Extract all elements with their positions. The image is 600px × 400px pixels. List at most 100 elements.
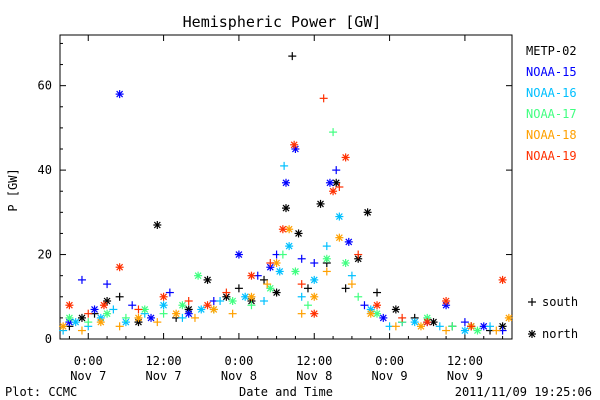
x-tick-date: Nov 8 [221, 369, 257, 383]
x-tick-date: Nov 7 [146, 369, 182, 383]
data-point [442, 297, 451, 305]
data-point [247, 271, 256, 280]
data-point [99, 301, 108, 310]
data-point [316, 199, 325, 208]
data-point [109, 305, 118, 314]
data-point [121, 313, 130, 322]
data-point [291, 267, 300, 276]
data-point [71, 318, 80, 327]
data-point [410, 318, 419, 327]
data-point [222, 288, 231, 297]
data-point [332, 166, 341, 175]
data-point [303, 284, 312, 293]
plot-source: Plot: CCMC [5, 385, 77, 399]
data-point [275, 267, 284, 276]
marker-legend-label: south [542, 295, 578, 309]
data-point [190, 313, 199, 322]
data-point [329, 128, 338, 137]
data-point [159, 309, 168, 318]
x-tick-date: Nov 8 [296, 369, 332, 383]
data-point [278, 225, 287, 234]
plot-timestamp: 2011/11/09 19:25:06 [455, 385, 592, 399]
data-point [282, 178, 290, 187]
marker-legend-symbol [528, 330, 536, 338]
data-point [354, 292, 363, 301]
x-tick-date: Nov 9 [447, 369, 483, 383]
data-point [416, 322, 425, 331]
data-point [282, 204, 290, 213]
data-point [442, 326, 451, 335]
legend-entry: NOAA-15 [526, 65, 577, 79]
x-axis-label: Date and Time [239, 385, 333, 399]
data-point [228, 297, 237, 305]
data-point [322, 254, 331, 263]
chart-title: Hemispheric Power [GW] [183, 13, 382, 31]
legend-entry: METP-02 [526, 44, 577, 58]
data-point [297, 254, 306, 263]
legend-entry: NOAA-19 [526, 149, 577, 163]
marker-legend-symbol [528, 298, 536, 306]
data-point [203, 275, 212, 284]
data-point [128, 301, 137, 310]
data-point [272, 288, 281, 297]
data-point [216, 297, 225, 305]
y-tick-label: 60 [38, 79, 52, 93]
data-point [134, 313, 143, 322]
data-point [153, 221, 162, 229]
data-point [492, 326, 501, 335]
data-point [288, 52, 297, 61]
data-point [391, 305, 400, 314]
data-point [347, 280, 356, 289]
data-point [165, 288, 174, 297]
x-tick-time: 0:00 [375, 354, 404, 368]
data-point [184, 309, 193, 318]
data-point [115, 322, 124, 331]
data-point [266, 259, 275, 267]
data-point [363, 208, 372, 217]
marker-legend-label: north [542, 327, 578, 341]
data-point [335, 233, 344, 242]
data-point [77, 275, 86, 284]
y-axis: 0 20 40 60 [38, 42, 512, 346]
data-point [398, 313, 407, 322]
y-tick-label: 40 [38, 163, 52, 177]
data-point [310, 259, 319, 267]
data-point [297, 292, 306, 301]
data-point [460, 326, 469, 335]
x-tick-date: Nov 9 [372, 369, 408, 383]
data-points [59, 52, 513, 335]
data-point [460, 318, 469, 327]
data-point [354, 250, 363, 259]
data-point [354, 254, 363, 263]
data-point [373, 288, 382, 297]
data-point [303, 301, 312, 310]
data-point [96, 318, 105, 327]
data-point [59, 322, 68, 331]
data-point [115, 90, 124, 99]
data-point [310, 292, 319, 301]
data-point [234, 284, 243, 293]
data-point [504, 313, 513, 322]
data-point [178, 301, 187, 310]
data-point [77, 326, 86, 335]
data-point [310, 309, 319, 318]
data-point [260, 275, 269, 284]
data-point [486, 322, 495, 331]
y-tick-label: 0 [45, 332, 52, 346]
data-point [322, 267, 331, 276]
x-tick-time: 12:00 [146, 354, 182, 368]
data-point [423, 318, 432, 327]
data-point [103, 309, 112, 318]
data-point [379, 313, 388, 322]
data-point [247, 292, 256, 301]
data-point [194, 271, 203, 280]
data-point [335, 212, 344, 221]
data-point [172, 309, 181, 318]
data-point [435, 322, 444, 331]
data-point [319, 94, 328, 103]
data-point [260, 297, 269, 305]
data-point [322, 242, 331, 251]
data-point [341, 153, 350, 162]
